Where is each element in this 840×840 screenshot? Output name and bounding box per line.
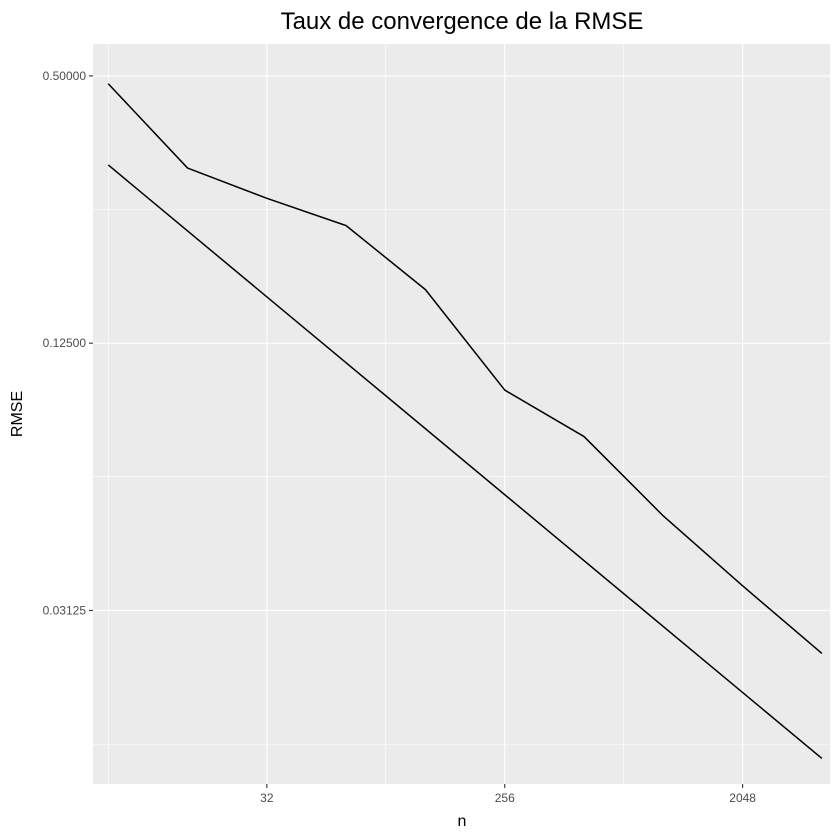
y-tick-label: 0.50000	[43, 69, 87, 83]
x-axis-title: n	[458, 813, 467, 830]
plot-panel	[93, 44, 830, 784]
x-tick-label: 32	[260, 791, 274, 805]
minor-gridlines	[93, 44, 830, 784]
y-axis-title: RMSE	[9, 391, 26, 437]
series-line-1	[107, 83, 823, 655]
y-axis: 0.03125 0.12500 0.50000	[43, 69, 93, 617]
series-line-2	[107, 164, 823, 760]
major-gridlines	[93, 44, 830, 784]
y-tick-label: 0.03125	[43, 603, 87, 617]
x-tick-label: 2048	[729, 791, 756, 805]
x-tick-label: 256	[495, 791, 515, 805]
series-lines	[107, 83, 823, 760]
x-axis: 32 256 2048	[260, 784, 756, 805]
chart-title: Taux de convergence de la RMSE	[281, 8, 644, 35]
y-tick-label: 0.12500	[43, 336, 87, 350]
